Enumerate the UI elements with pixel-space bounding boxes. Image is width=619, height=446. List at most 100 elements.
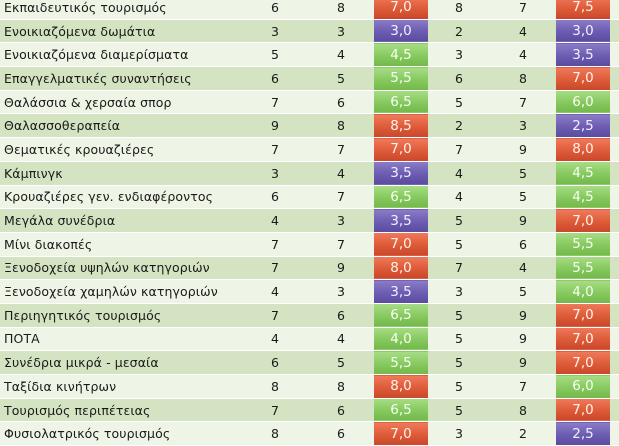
rating-cell: 5 <box>428 90 490 115</box>
category-name: Θεματικές κρουαζιέρες <box>0 137 242 162</box>
rating-cell: 3 <box>428 421 490 446</box>
rating-cell: 9 <box>308 256 374 281</box>
rating-cell: 5 <box>428 303 490 328</box>
rating-cell: 4 <box>490 256 556 281</box>
row-edge <box>610 113 619 139</box>
score-badge: 7,0 <box>556 327 610 352</box>
rating-cell: 6 <box>490 232 556 257</box>
rating-cell: 7 <box>490 0 556 20</box>
rating-cell: 3 <box>308 208 374 233</box>
rating-cell: 8 <box>242 374 308 399</box>
score-badge: 5,5 <box>374 350 428 375</box>
table-row: Ενοικιαζόμενα δωμάτια 3 3 3,0 2 4 3,0 <box>0 19 619 44</box>
row-edge <box>610 185 619 210</box>
row-edge <box>610 398 619 423</box>
rating-cell: 4 <box>490 19 556 44</box>
category-name: Φυσιολατρικός τουρισμός <box>0 421 242 446</box>
score-badge: 7,0 <box>556 398 610 423</box>
category-name: Θαλάσσια & χερσαία σπορ <box>0 90 242 115</box>
table-row: Θεματικές κρουαζιέρες 7 7 7,0 7 9 8,0 <box>0 137 619 162</box>
score-badge: 7,5 <box>556 0 610 20</box>
rating-cell: 6 <box>242 350 308 375</box>
category-name: Περιηγητικός τουρισμός <box>0 303 242 328</box>
rating-cell: 7 <box>308 185 374 210</box>
rating-cell: 8 <box>308 0 374 20</box>
score-badge: 2,5 <box>556 421 610 446</box>
rating-cell: 3 <box>242 161 308 186</box>
row-edge <box>610 350 619 375</box>
table-row: Επαγγελματικές συναντήσεις 6 5 5,5 6 8 7,0 <box>0 66 619 91</box>
score-badge: 3,5 <box>374 279 428 304</box>
rating-cell: 5 <box>428 232 490 257</box>
category-name: Ξενοδοχεία υψηλών κατηγοριών <box>0 256 242 281</box>
row-edge <box>610 374 619 399</box>
score-badge: 7,0 <box>556 66 610 91</box>
rating-cell: 7 <box>490 90 556 115</box>
score-badge: 6,0 <box>556 90 610 115</box>
rating-cell: 4 <box>428 185 490 210</box>
rating-cell: 6 <box>308 421 374 446</box>
score-badge: 3,0 <box>374 19 428 44</box>
table-row: Θαλασσοθεραπεία 9 8 8,5 2 3 2,5 <box>0 113 619 139</box>
table-row: Μίνι διακοπές 7 7 7,0 5 6 5,5 <box>0 232 619 257</box>
rating-cell: 7 <box>308 137 374 162</box>
row-edge <box>610 208 619 233</box>
row-edge <box>610 161 619 186</box>
rating-cell: 5 <box>428 398 490 423</box>
table-row: Ξενοδοχεία χαμηλών κατηγοριών 4 3 3,5 3 5 4,0 <box>0 279 619 304</box>
rating-cell: 7 <box>308 232 374 257</box>
rating-cell: 5 <box>490 161 556 186</box>
score-badge: 8,5 <box>374 113 428 139</box>
table-row: Φυσιολατρικός τουρισμός 8 6 7,0 3 2 2,5 <box>0 421 619 446</box>
rating-cell: 4 <box>428 161 490 186</box>
score-badge: 4,0 <box>374 327 428 352</box>
rating-cell: 8 <box>242 421 308 446</box>
score-badge: 4,5 <box>374 42 428 68</box>
rating-cell: 9 <box>490 137 556 162</box>
rating-cell: 6 <box>242 185 308 210</box>
table-row: Περιηγητικός τουρισμός 7 6 6,5 5 9 7,0 <box>0 303 619 328</box>
category-name: Ξενοδοχεία χαμηλών κατηγοριών <box>0 279 242 304</box>
rating-cell: 5 <box>428 374 490 399</box>
rating-cell: 9 <box>242 113 308 139</box>
category-name: Ταξίδια κινήτρων <box>0 374 242 399</box>
score-badge: 7,0 <box>374 421 428 446</box>
rating-cell: 3 <box>490 113 556 139</box>
row-edge <box>610 42 619 68</box>
row-edge <box>610 256 619 281</box>
table-row: Κρουαζιέρες γεν. ενδιαφέροντος 6 7 6,5 4 5 4,5 <box>0 185 619 210</box>
category-name: Εκπαιδευτικός τουρισμός <box>0 0 242 20</box>
rating-cell: 8 <box>308 113 374 139</box>
rating-cell: 6 <box>242 0 308 20</box>
score-badge: 7,0 <box>374 0 428 20</box>
row-edge <box>610 303 619 328</box>
category-name: Θαλασσοθεραπεία <box>0 113 242 139</box>
score-badge: 4,0 <box>556 279 610 304</box>
rating-cell: 5 <box>428 350 490 375</box>
score-badge: 3,5 <box>374 161 428 186</box>
score-badge: 7,0 <box>374 232 428 257</box>
rating-cell: 4 <box>308 161 374 186</box>
score-badge: 7,0 <box>556 350 610 375</box>
score-badge: 5,5 <box>556 256 610 281</box>
rating-cell: 9 <box>490 208 556 233</box>
score-badge: 7,0 <box>556 208 610 233</box>
score-badge: 8,0 <box>556 137 610 162</box>
rating-cell: 5 <box>490 279 556 304</box>
category-name: Ενοικιαζόμενα διαμερίσματα <box>0 42 242 68</box>
score-badge: 4,5 <box>556 161 610 186</box>
rating-cell: 4 <box>242 279 308 304</box>
rating-cell: 3 <box>428 279 490 304</box>
row-edge <box>610 327 619 352</box>
table-row: Μεγάλα συνέδρια 4 3 3,5 5 9 7,0 <box>0 208 619 233</box>
rating-cell: 7 <box>242 256 308 281</box>
row-edge <box>610 421 619 446</box>
rating-cell: 4 <box>242 208 308 233</box>
rating-cell: 4 <box>242 327 308 352</box>
category-name: ΠΟΤΑ <box>0 327 242 352</box>
rating-cell: 6 <box>308 303 374 328</box>
rating-cell: 6 <box>428 66 490 91</box>
rating-cell: 9 <box>490 327 556 352</box>
rating-cell: 8 <box>428 0 490 20</box>
